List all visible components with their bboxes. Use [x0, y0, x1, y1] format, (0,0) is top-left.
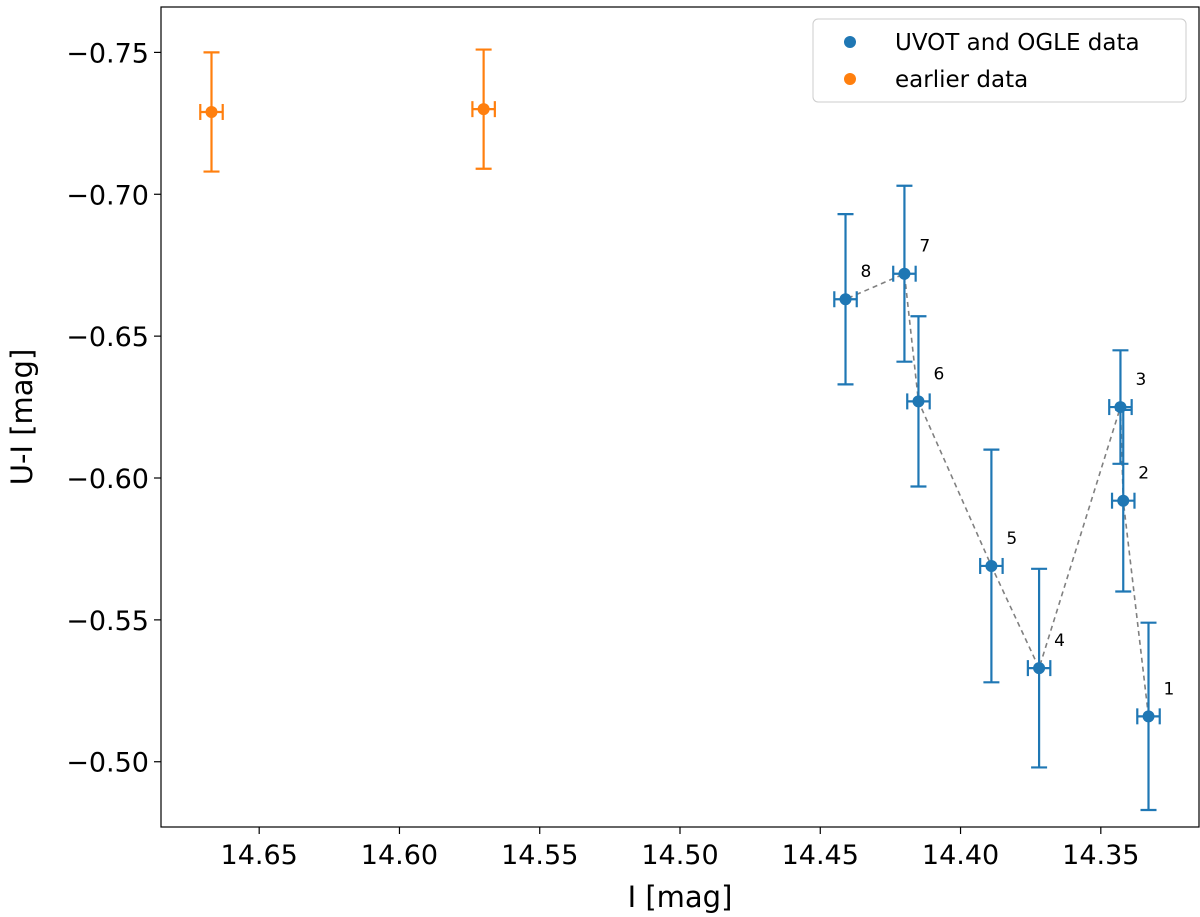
- data-marker: [912, 395, 925, 408]
- data-point-earlier: [471, 48, 496, 170]
- point-label: 6: [933, 364, 944, 384]
- point-label: 2: [1138, 464, 1149, 484]
- data-marker: [477, 103, 490, 116]
- y-tick-label: −0.50: [66, 748, 149, 779]
- sequence-line: [845, 272, 1150, 717]
- legend-marker-uvot: [844, 36, 856, 48]
- point-label: 3: [1135, 370, 1146, 390]
- x-tick-label: 14.35: [1062, 840, 1139, 871]
- x-tick-label: 14.40: [922, 840, 999, 871]
- legend-label-uvot: UVOT and OGLE data: [895, 30, 1140, 56]
- data-point-uvot: 3: [1108, 349, 1146, 465]
- point-label: 1: [1164, 679, 1175, 699]
- legend-label-earlier: earlier data: [895, 67, 1028, 93]
- data-marker: [985, 559, 998, 572]
- legend: UVOT and OGLE data earlier data: [812, 18, 1187, 103]
- data-points: 1 2 3 4 5 6 7 8: [199, 48, 1175, 812]
- x-axis: 14.65 14.60 14.55 14.50 14.45 14.40 14.35: [221, 827, 1139, 871]
- plot-frame: [160, 6, 1200, 828]
- x-axis-title: I [mag]: [628, 880, 733, 914]
- legend-marker-earlier: [844, 73, 856, 85]
- data-point-uvot: 4: [1026, 567, 1065, 769]
- y-tick-label: −0.65: [66, 322, 149, 353]
- data-point-uvot: 5: [979, 448, 1017, 684]
- x-tick-label: 14.50: [641, 840, 718, 871]
- y-tick-label: −0.75: [66, 38, 149, 69]
- y-tick-label: −0.55: [66, 606, 149, 637]
- data-marker: [1033, 662, 1046, 675]
- point-label: 7: [919, 237, 930, 257]
- data-marker: [1114, 401, 1127, 414]
- data-point-uvot: 7: [892, 184, 930, 363]
- y-tick-label: −0.60: [66, 464, 149, 495]
- x-tick-label: 14.60: [361, 840, 438, 871]
- data-marker: [898, 267, 911, 280]
- y-axis: −0.75 −0.70 −0.65 −0.60 −0.55 −0.50: [66, 38, 161, 779]
- point-label: 4: [1054, 631, 1065, 651]
- data-point-earlier: [199, 51, 224, 173]
- legend-box: [812, 18, 1187, 103]
- data-marker: [1142, 710, 1155, 723]
- x-tick-label: 14.45: [782, 840, 859, 871]
- data-marker: [839, 293, 852, 306]
- data-point-uvot: 1: [1136, 621, 1175, 812]
- x-tick-label: 14.65: [221, 840, 298, 871]
- data-marker: [1117, 494, 1130, 507]
- connector-line: [845, 272, 1150, 717]
- data-point-uvot: 6: [906, 315, 944, 488]
- point-label: 8: [861, 262, 872, 282]
- data-marker: [205, 105, 218, 118]
- y-axis-title: U-I [mag]: [5, 349, 39, 486]
- y-tick-label: −0.70: [66, 180, 149, 211]
- x-tick-label: 14.55: [501, 840, 578, 871]
- point-label: 5: [1006, 529, 1017, 549]
- data-point-uvot: 8: [833, 213, 872, 386]
